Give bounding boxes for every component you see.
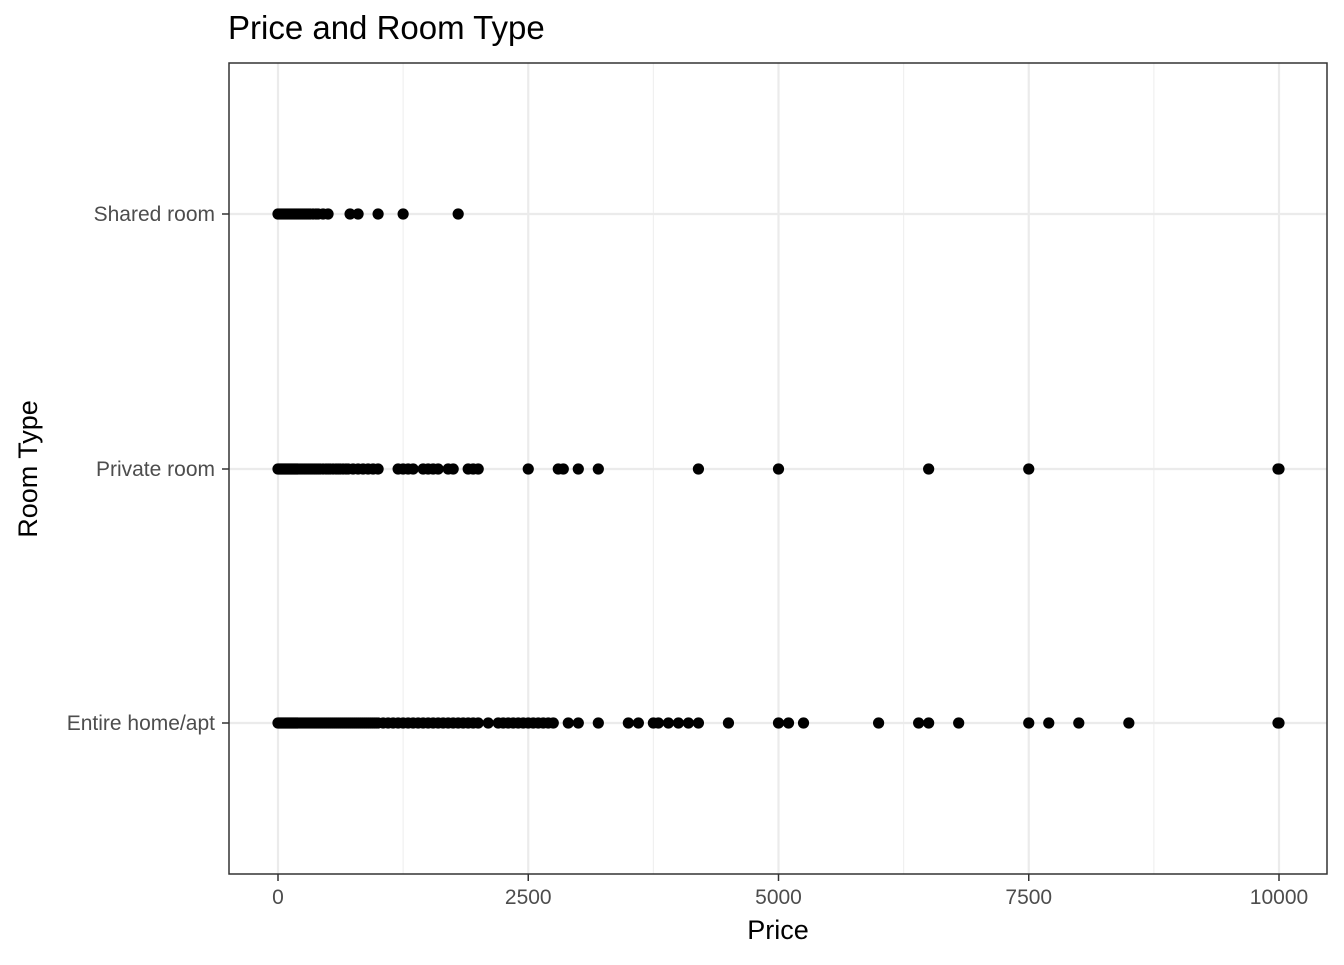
data-point [322, 208, 334, 220]
data-point [372, 208, 384, 220]
data-point [407, 463, 419, 475]
data-point [522, 463, 534, 475]
data-point [1043, 717, 1055, 729]
x-axis: 0 2500 5000 7500 10000 [272, 874, 1308, 909]
x-tick-label: 2500 [505, 886, 552, 909]
x-tick-label: 5000 [755, 886, 802, 909]
data-point [1123, 717, 1135, 729]
data-point [447, 463, 459, 475]
chart-title: Price and Room Type [228, 9, 545, 46]
data-point [557, 463, 569, 475]
data-point [782, 717, 795, 729]
data-point [547, 717, 559, 729]
data-point [1023, 717, 1035, 729]
y-tick-label: Shared room [94, 203, 215, 226]
points-layer [272, 208, 1285, 729]
data-point [692, 463, 705, 475]
data-point [472, 463, 484, 475]
data-point [873, 717, 885, 729]
y-tick-label: Entire home/apt [67, 712, 215, 735]
data-point [692, 717, 705, 729]
data-point [1073, 717, 1085, 729]
y-tick-label: Private room [96, 458, 215, 481]
data-point [1273, 717, 1285, 729]
data-point [562, 717, 574, 729]
x-tick-label: 0 [272, 886, 284, 909]
data-point [592, 717, 604, 729]
data-point [953, 717, 965, 729]
data-point [452, 208, 464, 220]
data-point [772, 463, 785, 475]
x-tick-label: 7500 [1005, 886, 1052, 909]
data-point [432, 463, 444, 475]
data-point [682, 717, 695, 729]
data-point [572, 717, 584, 729]
data-point [632, 717, 644, 729]
data-point [662, 717, 674, 729]
data-point [397, 208, 409, 220]
data-point [622, 717, 634, 729]
data-point [1023, 463, 1035, 475]
data-point [592, 463, 604, 475]
x-tick-label: 10000 [1250, 886, 1308, 909]
data-point [472, 717, 484, 729]
x-axis-title: Price [747, 915, 809, 945]
data-point [913, 717, 925, 729]
y-axis: Entire home/apt Private room Shared room [67, 203, 229, 735]
data-point [1273, 463, 1285, 475]
data-point [797, 717, 810, 729]
data-point [344, 208, 356, 220]
data-point [372, 463, 384, 475]
data-point [352, 208, 364, 220]
data-point [652, 717, 664, 729]
data-point [482, 717, 494, 729]
data-point [572, 463, 584, 475]
data-point [672, 717, 685, 729]
data-point [772, 717, 785, 729]
y-axis-title: Room Type [13, 400, 43, 538]
data-point [923, 463, 935, 475]
data-point [923, 717, 935, 729]
data-point [722, 717, 735, 729]
